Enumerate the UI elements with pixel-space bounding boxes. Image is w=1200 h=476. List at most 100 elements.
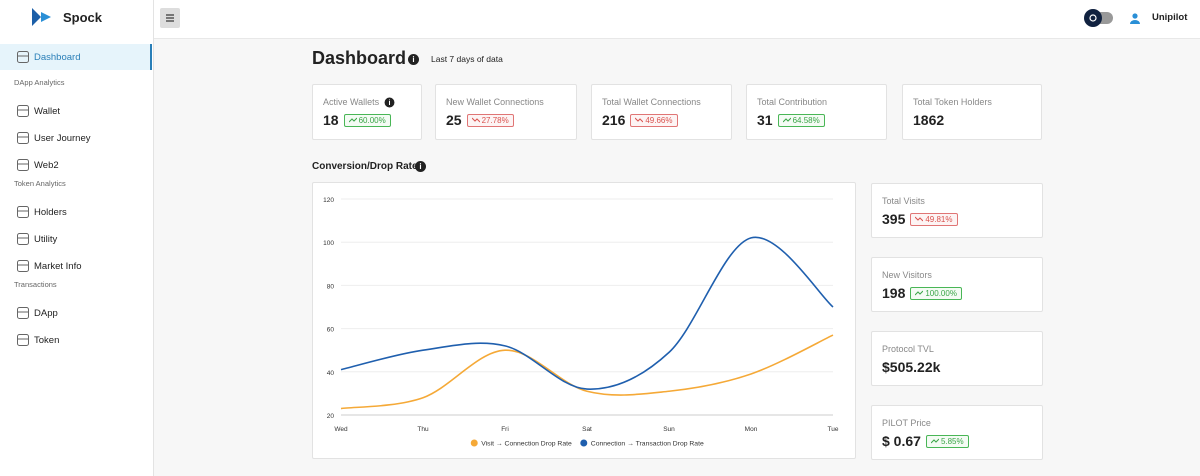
legend-marker <box>470 439 478 447</box>
legend: Visit → Connection Drop Rate Connection →… <box>470 439 704 448</box>
nav-icon <box>17 233 29 245</box>
stat-card: Total Token Holders 1862 <box>902 84 1042 140</box>
change-badge: 5.85% <box>925 434 969 448</box>
nav-item[interactable]: Token <box>0 327 152 353</box>
nav-icon <box>17 105 29 117</box>
line <box>340 334 834 410</box>
nav-item[interactable]: Dashboard <box>0 44 152 70</box>
stat-value: 1862 <box>913 112 944 128</box>
menu-button[interactable] <box>160 8 180 28</box>
nav-item[interactable]: User Journey <box>0 125 152 151</box>
change-value: 60.00% <box>358 115 386 125</box>
stat-value: 395 49.81% <box>882 211 958 227</box>
stat-card: Total Wallet Connections 216 49.66% <box>591 84 732 140</box>
stat-number: 216 <box>602 112 626 128</box>
stat-card: Protocol TVL $505.22k <box>871 331 1043 386</box>
y-tick-label: 40 <box>327 370 335 377</box>
stat-number: $505.22k <box>882 359 941 375</box>
stat-card: Total Visits 395 49.81% <box>871 183 1043 238</box>
x-tick-label: Sun <box>663 426 675 433</box>
stat-value: 31 64.58% <box>757 112 825 128</box>
legend-label: Visit → Connection Drop Rate <box>481 441 572 448</box>
sidebar: Spock Dashboard DApp Analytics Wallet User … <box>0 0 154 476</box>
x-tick-label: Mon <box>745 426 758 433</box>
nav-item[interactable]: Utility <box>0 226 152 252</box>
nav-item[interactable]: Wallet <box>0 98 152 124</box>
change-badge: 100.00% <box>910 286 962 300</box>
y-tick-label: 60 <box>327 327 335 334</box>
stat-label: New Visitors <box>882 270 932 280</box>
theme-toggle[interactable] <box>1083 8 1115 28</box>
stat-card: New Visitors 198 100.00% <box>871 257 1043 312</box>
line <box>340 236 834 390</box>
nav-icon <box>17 307 29 319</box>
nav-icon <box>17 206 29 218</box>
nav-icon <box>17 334 29 346</box>
nav-icon <box>17 159 29 171</box>
x-tick-label: Thu <box>417 426 429 433</box>
stat-label: Total Wallet Connections <box>602 97 701 107</box>
nav-item[interactable]: DApp <box>0 300 152 326</box>
change-value: 49.66% <box>645 115 673 125</box>
stat-number: 31 <box>757 112 773 128</box>
stat-label: Active Wallets i <box>323 97 395 108</box>
nav-label: Web2 <box>34 159 59 171</box>
nav-item[interactable]: Holders <box>0 199 152 225</box>
stat-label: New Wallet Connections <box>446 97 544 107</box>
y-tick-label: 100 <box>323 240 334 247</box>
nav-item[interactable]: Market Info <box>0 253 152 279</box>
change-badge: 64.58% <box>777 113 825 127</box>
stat-label: Protocol TVL <box>882 344 934 354</box>
nav-icon <box>17 260 29 272</box>
section-title: Conversion/Drop Rate <box>312 161 418 172</box>
stat-number: 25 <box>446 112 462 128</box>
page-subtitle: Last 7 days of data <box>431 54 503 64</box>
stat-value: 198 100.00% <box>882 285 962 301</box>
stat-card: Total Contribution 31 64.58% <box>746 84 887 140</box>
nav-icon <box>17 132 29 144</box>
stat-value: 18 60.00% <box>323 112 391 128</box>
brand: Spock <box>63 10 103 25</box>
stat-card: Active Wallets i 18 60.00% <box>312 84 422 140</box>
logo <box>32 8 51 26</box>
change-badge: 49.81% <box>910 212 958 226</box>
nav-section: Transactions <box>14 280 57 289</box>
stat-number: 395 <box>882 211 906 227</box>
change-badge: 60.00% <box>343 113 391 127</box>
legend-marker <box>580 439 588 447</box>
change-value: 27.78% <box>481 115 509 125</box>
nav-label: Holders <box>34 206 67 218</box>
info-icon[interactable]: i <box>415 161 426 172</box>
nav-section: DApp Analytics <box>14 78 65 87</box>
user-icon <box>1130 13 1140 24</box>
nav-label: Utility <box>34 233 58 245</box>
stat-number: 198 <box>882 285 906 301</box>
stat-label: PILOT Price <box>882 418 931 428</box>
y-tick-label: 20 <box>327 413 335 420</box>
nav-item[interactable]: Web2 <box>0 152 152 178</box>
x-tick-label: Tue <box>828 426 839 433</box>
stat-number: 1862 <box>913 112 945 128</box>
stat-label: Total Contribution <box>757 97 828 107</box>
legend-label: Connection → Transaction Drop Rate <box>591 441 704 448</box>
stat-value: $505.22k <box>882 359 940 375</box>
user-name[interactable]: Unipilot <box>1152 12 1188 23</box>
stat-card: PILOT Price $ 0.67 5.85% <box>871 405 1043 460</box>
stat-label: Total Visits <box>882 196 925 206</box>
info-icon: i <box>384 97 395 108</box>
page-title: Dashboard <box>312 48 407 68</box>
stat-number: $ 0.67 <box>882 433 921 449</box>
topbar: Unipilot <box>154 0 1200 39</box>
nav-label: Market Info <box>34 260 82 272</box>
info-icon[interactable]: i <box>408 54 419 65</box>
stat-value: 216 49.66% <box>602 112 678 128</box>
change-value: 100.00% <box>925 288 957 298</box>
stat-card: New Wallet Connections 25 27.78% <box>435 84 577 140</box>
nav-label: DApp <box>34 307 58 319</box>
stat-value: $ 0.67 5.85% <box>882 433 969 449</box>
change-value: 49.81% <box>925 214 953 224</box>
y-tick-label: 80 <box>327 283 335 290</box>
change-value: 5.85% <box>940 436 964 446</box>
x-tick-label: Fri <box>501 426 509 433</box>
